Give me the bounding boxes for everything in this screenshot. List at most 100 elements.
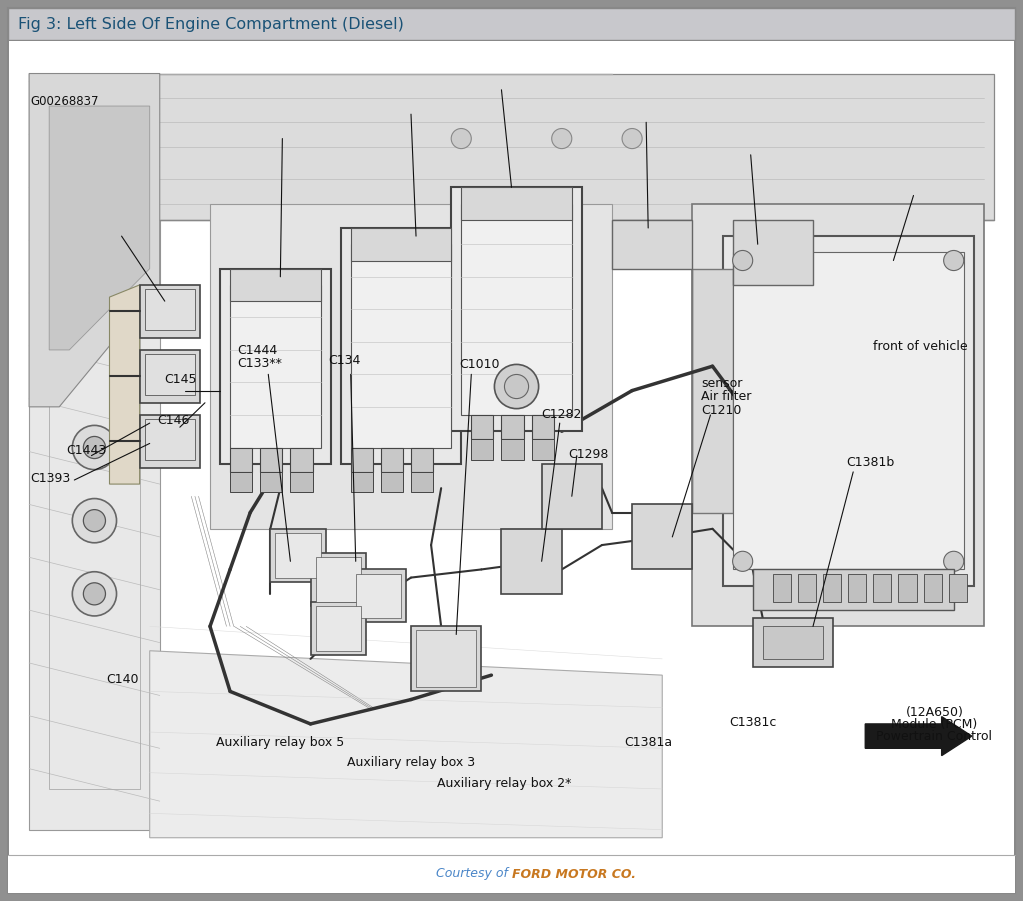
Text: Auxiliary relay box 2*: Auxiliary relay box 2* [437,777,572,790]
Bar [948,574,967,602]
Bar [532,440,553,460]
Text: Auxiliary relay box 3: Auxiliary relay box 3 [347,757,475,769]
Text: C1210: C1210 [701,404,742,416]
Text: C1298: C1298 [568,448,609,460]
Bar [411,472,433,492]
FancyArrow shape [865,716,972,756]
Polygon shape [763,626,824,659]
Polygon shape [612,220,693,268]
Polygon shape [341,228,461,464]
Bar [532,415,553,440]
Text: sensor: sensor [701,378,743,390]
Bar [472,415,493,440]
Bar [381,472,403,492]
Text: C1444: C1444 [237,344,278,357]
Bar [351,472,372,492]
Polygon shape [461,187,572,220]
Polygon shape [140,350,199,403]
Text: Fig 3: Left Side Of Engine Compartment (Diesel): Fig 3: Left Side Of Engine Compartment (… [18,16,404,32]
Polygon shape [501,529,562,594]
Circle shape [73,572,117,616]
Bar [924,574,941,602]
Circle shape [732,250,753,270]
Bar [472,440,493,460]
Polygon shape [144,419,195,460]
Polygon shape [356,574,401,618]
Text: Air filter: Air filter [701,390,751,404]
Text: C1443: C1443 [66,444,106,458]
Polygon shape [351,244,451,448]
Text: C1381b: C1381b [846,457,894,469]
Polygon shape [144,354,195,395]
Bar [260,448,282,472]
Bar [8,855,1015,893]
Polygon shape [732,252,964,569]
Polygon shape [541,464,602,529]
Circle shape [73,425,117,469]
Text: C1282: C1282 [542,408,582,422]
Bar [291,472,312,492]
Bar [848,574,866,602]
Polygon shape [149,651,662,838]
Polygon shape [722,236,974,586]
Polygon shape [311,553,366,606]
Polygon shape [220,268,330,464]
Bar [260,472,282,492]
Text: C146: C146 [158,414,189,427]
Bar [8,8,1015,40]
Text: C1010: C1010 [459,358,499,371]
Circle shape [732,551,753,571]
Text: Auxiliary relay box 5: Auxiliary relay box 5 [216,736,344,749]
Polygon shape [270,529,325,582]
Polygon shape [144,289,195,330]
Circle shape [504,375,529,398]
Polygon shape [351,569,406,623]
Text: C140: C140 [106,673,139,687]
Polygon shape [632,505,693,569]
Text: Module (PCM): Module (PCM) [891,718,978,731]
Bar [351,448,372,472]
Polygon shape [416,631,477,687]
Bar [501,415,524,440]
Polygon shape [109,285,140,484]
Polygon shape [451,187,582,432]
Text: C1381a: C1381a [624,736,672,749]
Circle shape [83,583,105,605]
Polygon shape [693,268,732,513]
Polygon shape [140,74,994,220]
Bar [501,440,524,460]
Circle shape [451,129,472,149]
Circle shape [943,551,964,571]
Bar [381,448,403,472]
Polygon shape [49,106,149,350]
Polygon shape [230,285,320,448]
Polygon shape [140,415,199,468]
Text: front of vehicle: front of vehicle [873,340,968,353]
Circle shape [943,250,964,270]
Text: C145: C145 [164,372,196,386]
Polygon shape [29,74,160,407]
Polygon shape [210,204,612,529]
Bar [230,448,253,472]
Polygon shape [315,557,361,602]
Bar [230,472,253,492]
Text: FORD MOTOR CO.: FORD MOTOR CO. [512,868,635,880]
Polygon shape [351,228,451,260]
Text: C1393: C1393 [30,472,71,485]
Text: Powertrain Control: Powertrain Control [877,731,992,743]
Circle shape [551,129,572,149]
Polygon shape [732,220,813,285]
Circle shape [73,498,117,542]
Bar [772,574,791,602]
Polygon shape [140,285,199,338]
Circle shape [83,436,105,459]
Text: C1381c: C1381c [729,715,776,729]
Polygon shape [230,268,320,301]
Bar [798,574,816,602]
Bar [874,574,891,602]
Bar [824,574,841,602]
Bar [411,448,433,472]
Polygon shape [461,204,572,415]
Circle shape [83,510,105,532]
Polygon shape [275,532,320,578]
